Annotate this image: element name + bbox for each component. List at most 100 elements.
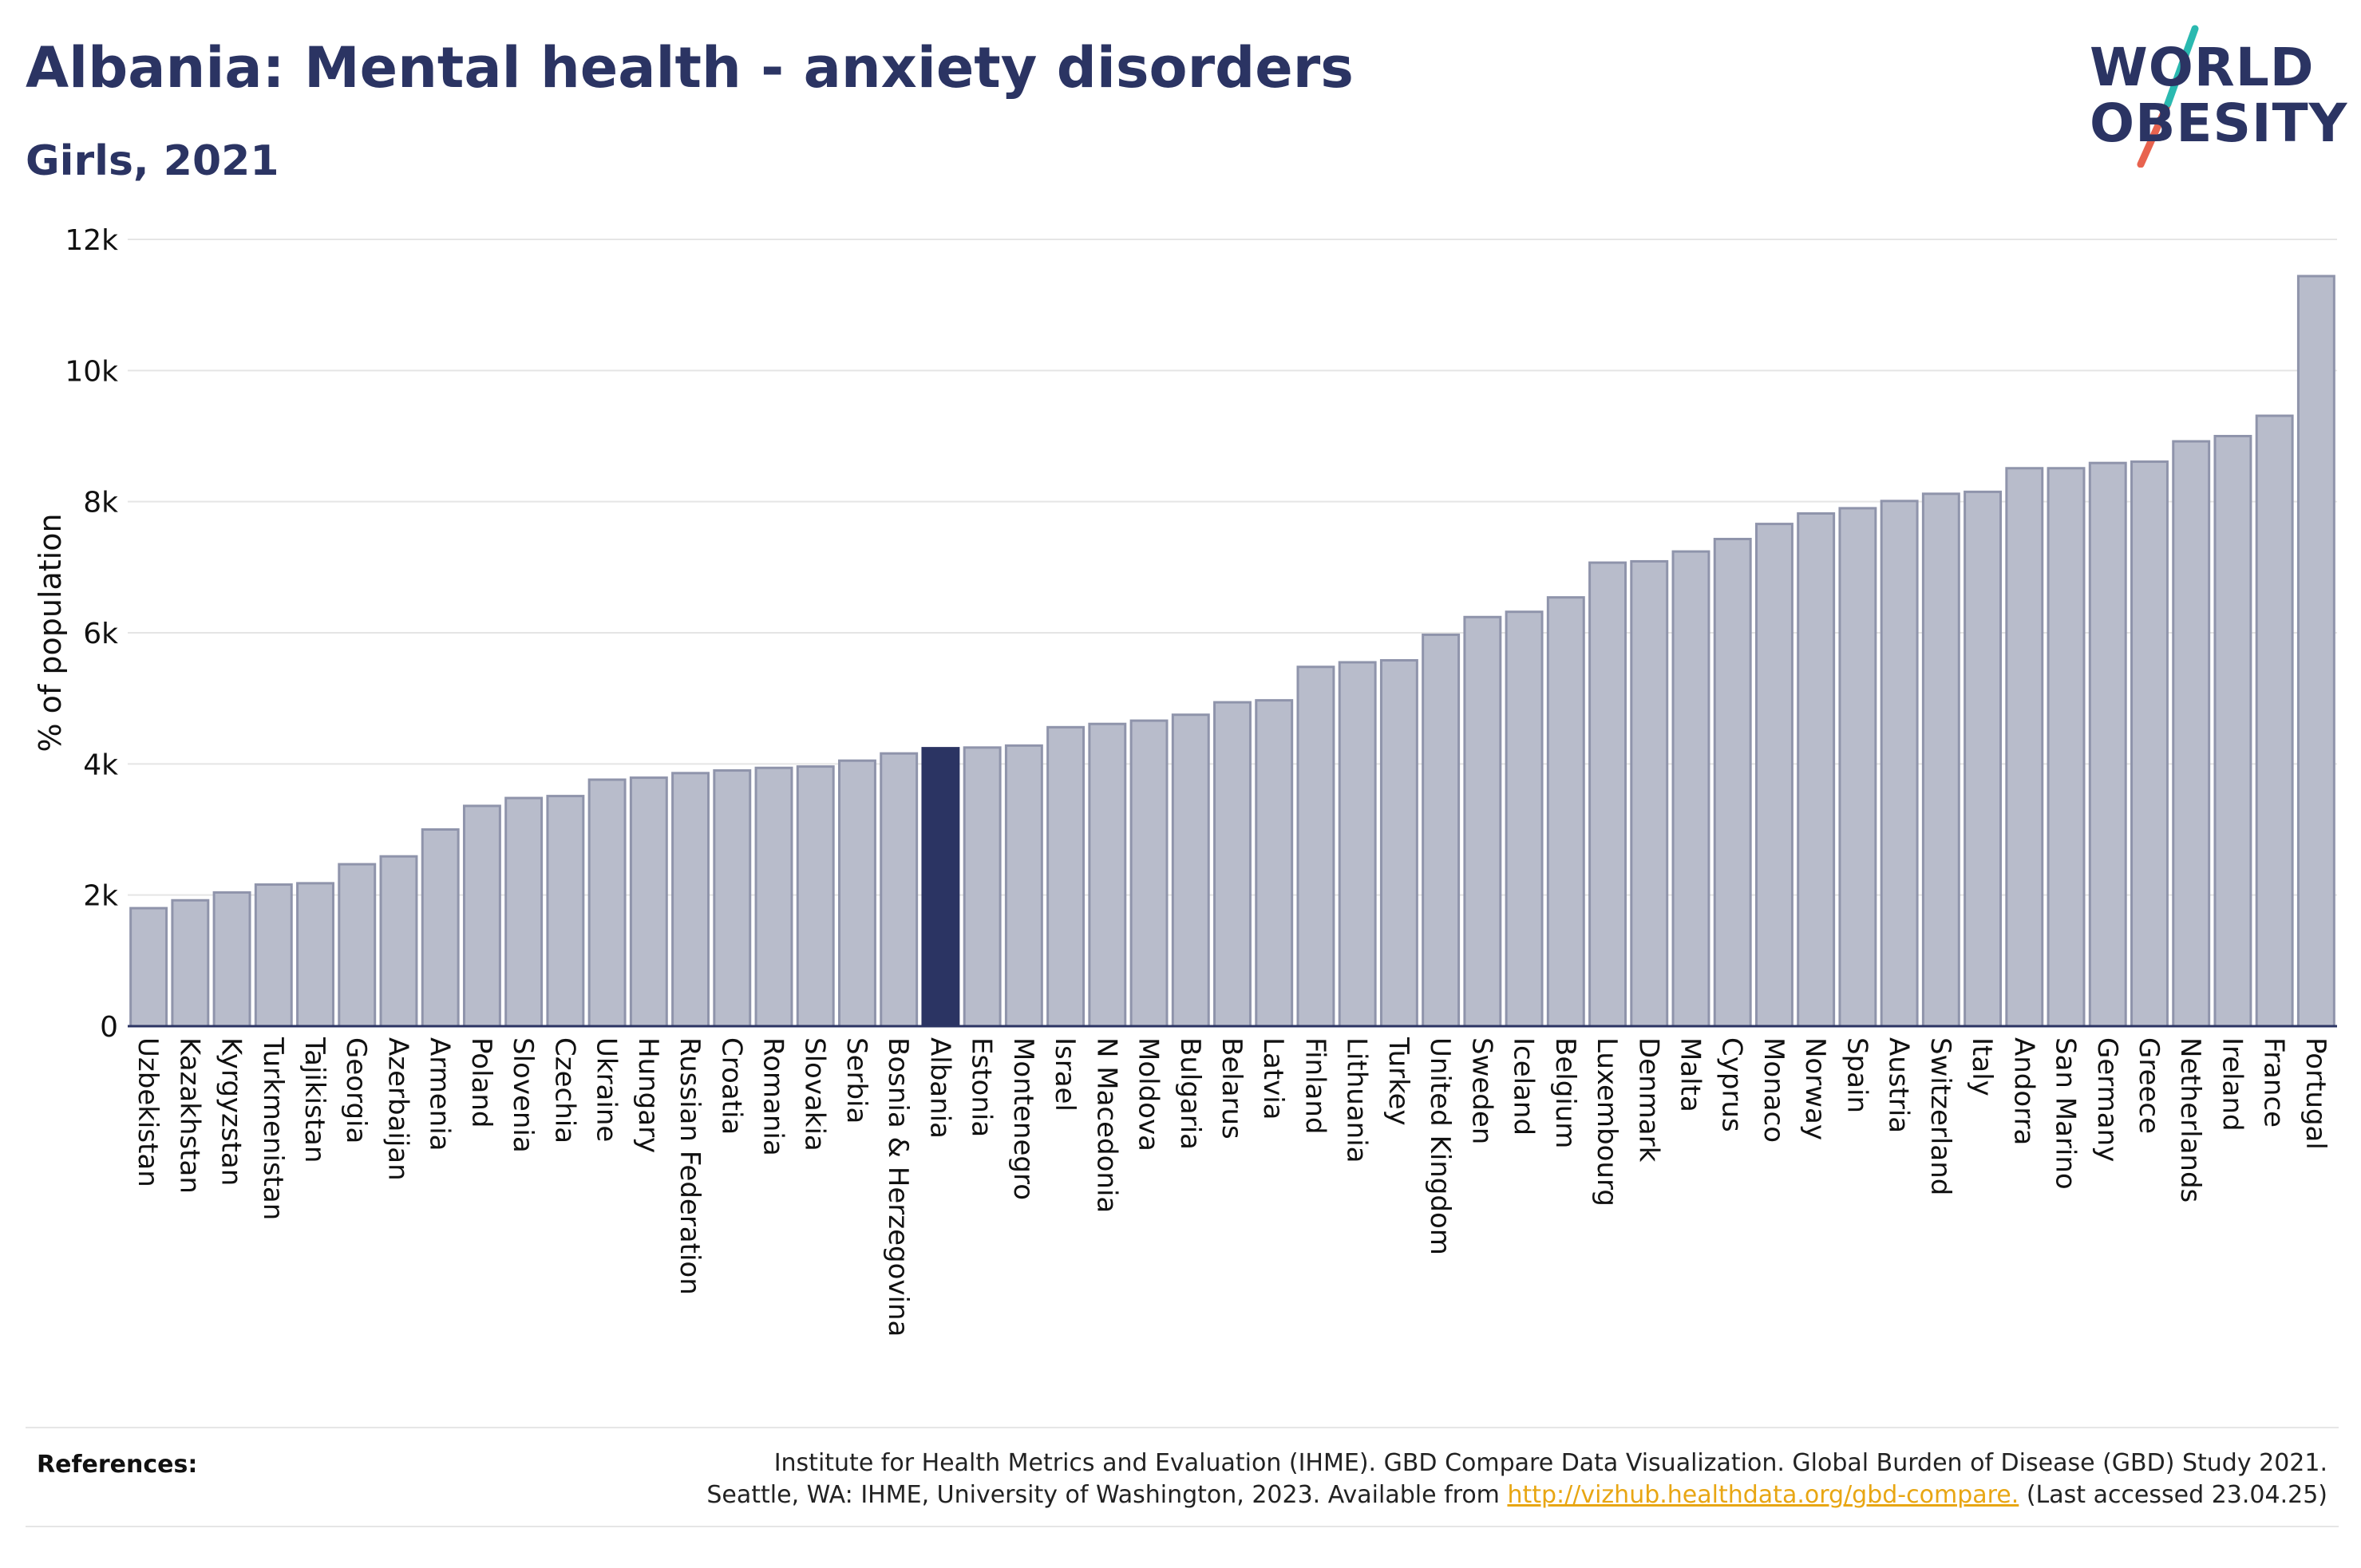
bar (2213, 435, 2252, 1028)
x-tick-label: Kyrgyzstan (216, 1037, 247, 1186)
x-tick-label: Kazakhstan (173, 1037, 205, 1194)
x-tick-label: Azerbaijan (382, 1037, 413, 1181)
y-tick-label: 4k (83, 748, 118, 781)
bar (1004, 744, 1043, 1028)
x-tick-label: Spain (1841, 1037, 1873, 1113)
bar (838, 759, 876, 1028)
bar (421, 828, 460, 1028)
bar (1255, 699, 1294, 1028)
bar (338, 863, 377, 1028)
x-tick-label: Serbia (840, 1037, 872, 1124)
references-line-2-prefix: Seattle, WA: IHME, University of Washing… (706, 1481, 1508, 1509)
x-tick-label: Denmark (1632, 1037, 1664, 1163)
x-tick-label: Hungary (632, 1037, 664, 1153)
x-tick-label: Russian Federation (674, 1037, 706, 1295)
y-tick-label: 6k (83, 618, 118, 650)
references-panel: References: Institute for Health Metrics… (26, 1427, 2339, 1527)
bar (2130, 460, 2169, 1028)
bar (1379, 659, 1418, 1028)
bar (296, 882, 334, 1028)
bar (254, 883, 293, 1028)
bar (2255, 414, 2294, 1028)
x-tick-label: Poland (465, 1037, 497, 1128)
bar (1505, 610, 1544, 1028)
bar (1171, 713, 1210, 1028)
bar (1838, 507, 1877, 1028)
references-line-1: Institute for Health Metrics and Evaluat… (773, 1449, 2327, 1477)
bar (212, 891, 251, 1028)
bar (1754, 523, 1793, 1028)
x-tick-label: Switzerland (1924, 1037, 1956, 1195)
x-tick-label: Romania (757, 1037, 789, 1156)
x-tick-label: Ukraine (591, 1037, 623, 1142)
x-tick-label: Tajikistan (299, 1037, 330, 1163)
x-tick-label: France (2258, 1037, 2290, 1128)
bar (1463, 615, 1502, 1028)
x-tick-label: Croatia (715, 1037, 747, 1135)
bar-chart: 0 2k 4k 6k 8k 10k 12k Uzbekistan Kazakhstan Kyrg… (33, 224, 2337, 1337)
x-tick-label: Slovakia (799, 1037, 831, 1151)
bar (2005, 467, 2044, 1028)
x-tick-label: Turkey (1382, 1037, 1414, 1126)
x-tick-label: Austria (1883, 1037, 1915, 1133)
x-tick-label: Uzbekistan (132, 1037, 164, 1187)
bar (1129, 719, 1169, 1028)
bar (2047, 467, 2086, 1028)
x-tick-label: Moldova (1133, 1037, 1165, 1151)
bar (1921, 492, 1960, 1028)
x-tick-label: Latvia (1257, 1037, 1289, 1120)
references-link[interactable]: http://vizhub.healthdata.org/gbd-compare… (1507, 1481, 2019, 1509)
logo-word-world: WORLD (2090, 37, 2315, 98)
x-tick-label: Netherlands (2174, 1037, 2206, 1203)
bar (671, 772, 710, 1028)
bar (1713, 538, 1752, 1028)
x-tick-label: Turkmenistan (257, 1037, 289, 1220)
y-axis-label: % of population (33, 513, 68, 752)
bar (880, 752, 919, 1028)
x-tick-label: Germany (2091, 1037, 2123, 1162)
bar (1797, 511, 1836, 1028)
x-tick-label: Estonia (966, 1037, 998, 1137)
y-axis-ticks: 0 2k 4k 6k 8k 10k 12k (65, 224, 118, 1044)
bar (379, 855, 418, 1028)
x-tick-label: United Kingdom (1424, 1037, 1456, 1255)
bar (1964, 490, 2003, 1028)
bar (587, 778, 627, 1028)
y-tick-label: 0 (100, 1011, 118, 1044)
x-tick-label: Belarus (1216, 1037, 1248, 1139)
x-tick-label: Ireland (2216, 1037, 2248, 1132)
x-tick-label: Bulgaria (1174, 1037, 1206, 1150)
world-obesity-logo: WORLD OBESITY (2075, 16, 2347, 168)
y-tick-label: 10k (65, 355, 118, 388)
chart-subtitle: Girls, 2021 (26, 137, 279, 185)
logo-slash-icon (2137, 25, 2199, 168)
x-tick-label: Norway (1799, 1037, 1831, 1140)
bar (129, 906, 168, 1028)
bar (1588, 561, 1627, 1028)
bar (1630, 559, 1669, 1028)
references-line-2: Seattle, WA: IHME, University of Washing… (706, 1479, 2327, 1511)
bar (2172, 440, 2211, 1028)
references-label: References: (37, 1451, 198, 1479)
x-tick-label: Israel (1049, 1037, 1081, 1112)
bars (129, 274, 2335, 1028)
x-axis-categories: Uzbekistan Kazakhstan Kyrgyzstan Turkmenist… (132, 1037, 2331, 1337)
x-tick-label: San Marino (2050, 1037, 2082, 1190)
bar (1088, 722, 1127, 1028)
x-tick-label: Armenia (424, 1037, 456, 1151)
bar (754, 766, 793, 1028)
x-tick-label: Italy (1966, 1037, 1998, 1096)
x-tick-label: Lithuania (1341, 1037, 1373, 1163)
bar (504, 796, 544, 1028)
chart-title: Albania: Mental health - anxiety disorde… (26, 35, 1354, 101)
bar (2088, 461, 2127, 1028)
x-tick-label: Montenegro (1007, 1037, 1039, 1200)
y-tick-label: 8k (83, 487, 118, 519)
bar (1046, 725, 1086, 1028)
bar (713, 769, 752, 1028)
bar (546, 795, 585, 1028)
x-tick-label: Portugal (2300, 1037, 2331, 1150)
bar (1422, 633, 1461, 1028)
y-tick-label: 2k (83, 880, 118, 913)
x-tick-label: Czechia (548, 1037, 580, 1143)
